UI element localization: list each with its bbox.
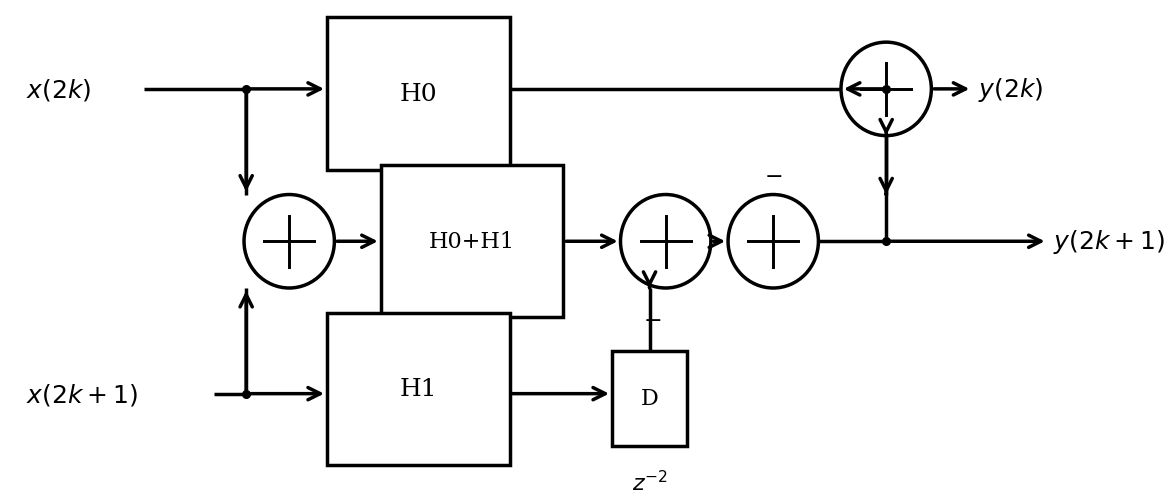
Bar: [327, 19, 510, 170]
Ellipse shape: [728, 195, 819, 289]
Text: $-$: $-$: [643, 308, 662, 329]
Text: $y(2k+1)$: $y(2k+1)$: [1053, 228, 1165, 256]
Bar: [380, 166, 563, 318]
Ellipse shape: [841, 43, 931, 136]
Text: $−$: $−$: [764, 164, 782, 186]
Text: D: D: [640, 388, 658, 410]
Text: $y(2k)$: $y(2k)$: [977, 76, 1043, 104]
Text: H1: H1: [400, 378, 438, 401]
Text: H0: H0: [400, 83, 438, 106]
Text: $x(2k)$: $x(2k)$: [26, 77, 90, 103]
Text: $x(2k+1)$: $x(2k+1)$: [26, 381, 137, 407]
Bar: [612, 351, 687, 446]
Bar: [327, 313, 510, 465]
Text: $z^{-2}$: $z^{-2}$: [631, 470, 667, 495]
Ellipse shape: [621, 195, 711, 289]
Text: H0+H1: H0+H1: [429, 231, 515, 253]
Ellipse shape: [244, 195, 334, 289]
